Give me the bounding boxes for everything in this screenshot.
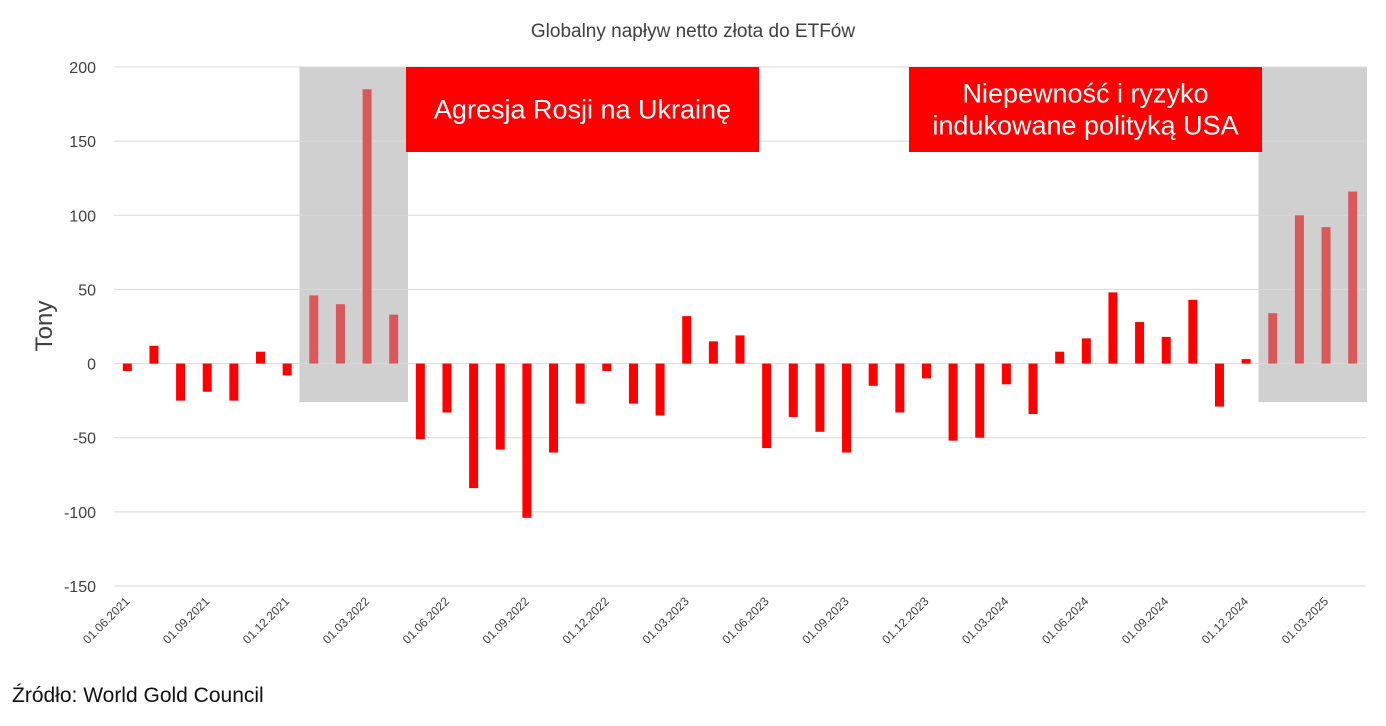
bar-02.2024	[975, 363, 985, 438]
bar-chart: Agresja Rosji na Ukrainę Niepewność i ryz…	[31, 21, 1367, 647]
bar-09.2023	[842, 363, 852, 453]
bar-11.2021	[256, 351, 266, 364]
bar-01.2024	[948, 363, 958, 441]
bar-06.2023	[762, 363, 772, 449]
bar-07.2024	[1108, 292, 1118, 364]
bar-10.2022	[549, 363, 559, 453]
bar-04.2022	[389, 314, 399, 364]
gridlines	[114, 66, 1366, 587]
bar-02.2023	[655, 363, 665, 416]
annotation-box-1	[406, 67, 759, 152]
bar-07.2021	[149, 345, 159, 364]
bar-03.2022	[362, 89, 372, 364]
bar-08.2021	[176, 363, 186, 401]
bar-04.2025	[1348, 191, 1358, 364]
y-axis-label: Tony	[31, 301, 58, 352]
bar-09.2022	[522, 363, 532, 518]
chart-title: Globalny napływ netto złota do ETFów	[531, 21, 856, 42]
bars	[122, 89, 1358, 518]
bar-07.2023	[788, 363, 798, 417]
x-tick-label: 01.03.2025	[1279, 594, 1332, 647]
bar-01.2025	[1268, 313, 1278, 364]
bar-11.2023	[895, 363, 905, 413]
bar-12.2023	[921, 363, 931, 379]
y-tick-label: 0	[87, 357, 96, 374]
x-tick-label: 01.06.2021	[80, 594, 133, 647]
y-tick-label: 100	[69, 208, 96, 225]
bar-09.2024	[1161, 336, 1171, 364]
bar-08.2023	[815, 363, 825, 432]
annotations: Agresja Rosji na Ukrainę Niepewność i ryz…	[406, 67, 1262, 152]
bar-06.2022	[442, 363, 452, 413]
bar-03.2025	[1321, 227, 1331, 364]
bar-07.2022	[469, 363, 479, 489]
x-tick-label: 01.09.2021	[160, 594, 213, 647]
x-tick-label: 01.06.2022	[400, 594, 453, 647]
bar-03.2024	[1001, 363, 1011, 385]
bar-08.2024	[1135, 322, 1145, 364]
x-tick-label: 01.12.2024	[1199, 594, 1252, 647]
bar-09.2021	[202, 363, 212, 392]
bar-10.2024	[1188, 299, 1198, 364]
y-tick-label: 150	[69, 134, 96, 151]
x-tick-label: 01.03.2024	[959, 594, 1012, 647]
bar-10.2021	[229, 363, 239, 401]
bar-12.2024	[1241, 359, 1251, 364]
y-tick-label: 50	[78, 282, 96, 299]
bar-11.2024	[1214, 363, 1224, 407]
x-tick-label: 01.12.2023	[879, 594, 932, 647]
annotation-text: indukowane polityką USA	[932, 111, 1238, 141]
bar-02.2022	[335, 304, 345, 364]
bar-04.2024	[1028, 363, 1038, 414]
bar-06.2024	[1081, 338, 1091, 364]
bar-08.2022	[495, 363, 505, 450]
x-tick-label: 01.06.2024	[1039, 594, 1092, 647]
y-tick-label: 200	[69, 60, 96, 77]
bar-10.2023	[868, 363, 878, 386]
x-tick-label: 01.09.2023	[799, 594, 852, 647]
bar-06.2021	[122, 363, 132, 371]
x-tick-label: 01.03.2022	[320, 594, 373, 647]
x-tick-label: 01.12.2022	[560, 594, 613, 647]
y-tick-label: -50	[73, 431, 96, 448]
x-tick-label: 01.09.2022	[480, 594, 533, 647]
source-note: Źródło: World Gold Council	[12, 684, 264, 707]
y-tick-label: -150	[64, 579, 96, 596]
bar-05.2024	[1055, 351, 1065, 364]
bar-11.2022	[575, 363, 585, 404]
x-tick-label: 01.03.2023	[639, 594, 692, 647]
bar-04.2023	[708, 341, 718, 364]
annotation-box-2	[909, 67, 1262, 152]
bar-02.2025	[1294, 215, 1304, 364]
bar-01.2023	[628, 363, 638, 404]
bar-05.2022	[415, 363, 425, 440]
x-axis-ticks: 01.06.2021 01.09.2021 01.12.2021 01.03.2022…	[80, 594, 1331, 647]
bar-12.2022	[602, 363, 612, 371]
annotation-text: Agresja Rosji na Ukrainę	[434, 95, 731, 125]
y-tick-label: -100	[64, 505, 96, 522]
x-tick-label: 01.09.2024	[1119, 594, 1172, 647]
annotation-text: Niepewność i ryzyko	[962, 79, 1208, 109]
bar-01.2022	[309, 295, 319, 364]
y-axis-ticks: 200 150 100 50 0 -50 -100 -150	[64, 60, 96, 596]
x-tick-label: 01.06.2023	[719, 594, 772, 647]
bar-12.2021	[282, 363, 292, 376]
bar-05.2023	[735, 335, 745, 364]
x-tick-label: 01.12.2021	[240, 594, 293, 647]
bar-03.2023	[682, 316, 692, 364]
